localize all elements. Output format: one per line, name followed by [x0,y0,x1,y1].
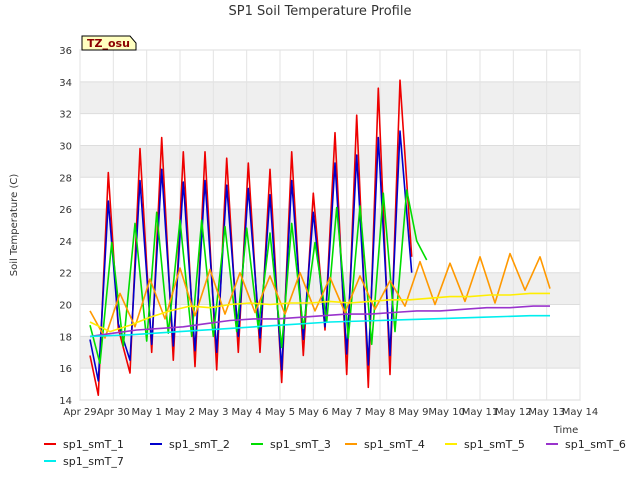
y-tick-label: 14 [59,396,72,407]
legend-label: sp1_smT_1 [63,437,124,451]
y-tick-label: 34 [59,78,72,89]
x-tick-label: May 2 [165,407,195,418]
y-tick-label: 24 [59,237,72,248]
grid-lines [79,49,581,401]
x-tick-label: May 7 [332,407,362,418]
x-tick-label: May 5 [265,407,295,418]
series-layer [89,79,551,397]
y-tick-label: 18 [59,332,72,343]
y-axis-label: Soil Temperature (C) [9,174,20,277]
legend-swatch [546,443,558,445]
legend-swatch [150,443,162,445]
x-tick-label: May 4 [232,407,262,418]
legend-label: sp1_smT_5 [464,437,525,451]
legend-label: sp1_smT_7 [63,454,124,468]
legend-label: sp1_smT_2 [169,437,230,451]
x-tick-label: May 11 [462,407,499,418]
series-line-sp1_smT_5 [89,292,550,333]
x-tick-label: Apr 30 [97,407,130,418]
x-tick-label: May 14 [562,407,599,418]
legend-label: sp1_smT_3 [270,437,331,451]
grid-band [80,81,580,114]
y-axis-ticks: 14 16 18 20 22 24 26 28 30 32 34 36 [59,46,72,407]
x-axis-ticks: Apr 29 Apr 30 May 1 May 2 May 3 May 4 May 5 May… [63,407,598,418]
grid-band [80,336,580,369]
x-tick-label: May 9 [398,407,428,418]
x-tick-label: May 12 [495,407,532,418]
y-tick-label: 16 [59,364,72,375]
legend-swatch [44,443,56,445]
legend-item-sp1_smT_6: sp1_smT_6 [546,436,626,452]
y-tick-label: 30 [59,141,72,152]
y-tick-label: 32 [59,110,72,121]
x-tick-label: May 3 [198,407,228,418]
x-tick-label: May 10 [428,407,465,418]
grid-band [80,145,580,178]
x-tick-label: Apr 29 [63,407,96,418]
x-tick-label: May 13 [528,407,565,418]
x-tick-label: May 8 [365,407,395,418]
tz-badge: TZ_osu [81,35,137,51]
y-tick-label: 36 [59,46,72,57]
legend-label: sp1_smT_6 [565,437,626,451]
legend-item-sp1_smT_7: sp1_smT_7 [44,453,124,469]
legend-item-sp1_smT_5: sp1_smT_5 [445,436,525,452]
series-line-sp1_smT_3 [89,189,428,365]
legend-item-sp1_smT_2: sp1_smT_2 [150,436,230,452]
series-line-sp1_smT_6 [89,305,550,338]
y-tick-label: 20 [59,301,72,312]
x-tick-label: May 1 [132,407,162,418]
legend-swatch [445,443,457,445]
series-line-sp1_smT_1 [89,79,413,397]
y-tick-label: 22 [59,269,72,280]
y-tick-label: 26 [59,205,72,216]
series-line-sp1_smT_7 [89,314,550,338]
badge-shape [81,35,137,51]
chart-title: SP1 Soil Temperature Profile [229,4,412,19]
x-tick-label: May 6 [298,407,328,418]
legend-item-sp1_smT_1: sp1_smT_1 [44,436,124,452]
legend-swatch [251,443,263,445]
legend-item-sp1_smT_4: sp1_smT_4 [345,436,425,452]
legend-label: sp1_smT_4 [364,437,425,451]
x-axis-label: Time [553,425,578,436]
badge-label: TZ_osu [87,37,130,50]
series-line-sp1_smT_2 [89,130,413,382]
legend-item-sp1_smT_3: sp1_smT_3 [251,436,331,452]
series-line-sp1_smT_4 [89,252,551,339]
y-tick-label: 28 [59,173,72,184]
legend-swatch [44,460,56,462]
legend-swatch [345,443,357,445]
